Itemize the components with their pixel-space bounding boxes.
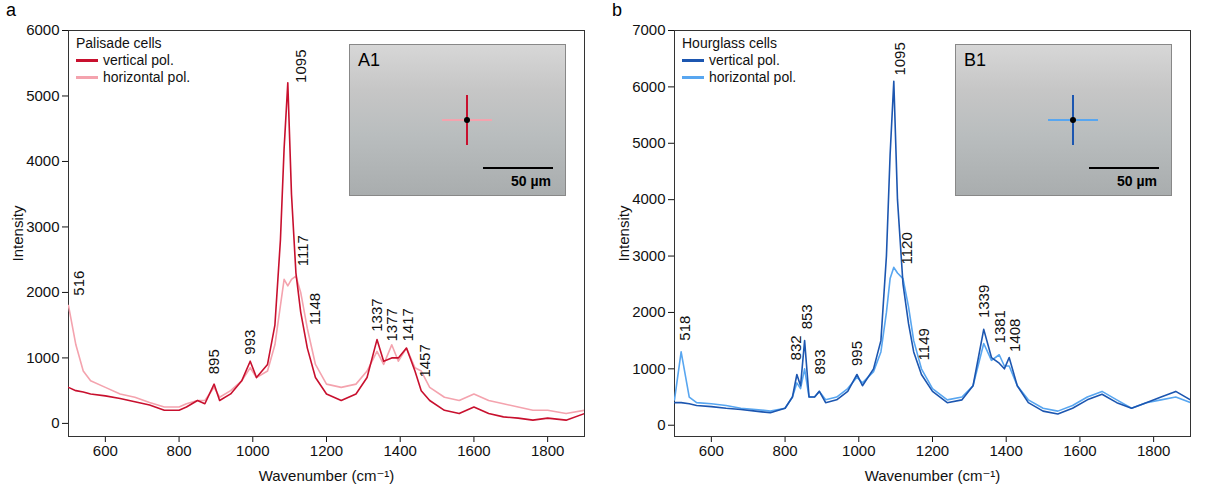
svg-text:5000: 5000 bbox=[632, 134, 665, 151]
svg-text:600: 600 bbox=[93, 442, 118, 459]
html-text:horizontal pol.: horizontal pol. bbox=[103, 69, 191, 85]
svg-text:1095: 1095 bbox=[292, 50, 309, 83]
html-text:Hourglass cells: Hourglass cells bbox=[682, 35, 777, 51]
html-text:50 µm: 50 µm bbox=[1117, 173, 1157, 189]
svg-text:2000: 2000 bbox=[26, 283, 59, 300]
svg-text:5000: 5000 bbox=[26, 87, 59, 104]
svg-text:1000: 1000 bbox=[842, 442, 875, 459]
svg-text:993: 993 bbox=[241, 330, 258, 355]
svg-text:853: 853 bbox=[798, 304, 815, 329]
svg-text:800: 800 bbox=[773, 442, 798, 459]
svg-text:600: 600 bbox=[699, 442, 724, 459]
html-text:A1: A1 bbox=[358, 50, 380, 70]
svg-text:895: 895 bbox=[205, 349, 222, 374]
html-text:vertical pol.: vertical pol. bbox=[709, 52, 780, 68]
svg-text:1200: 1200 bbox=[916, 442, 949, 459]
svg-text:Wavenumber (cm⁻¹): Wavenumber (cm⁻¹) bbox=[259, 467, 395, 484]
svg-text:6000: 6000 bbox=[26, 21, 59, 38]
svg-text:516: 516 bbox=[70, 271, 87, 296]
svg-text:832: 832 bbox=[787, 335, 804, 360]
svg-text:1600: 1600 bbox=[1063, 442, 1096, 459]
svg-text:1149: 1149 bbox=[915, 328, 932, 360]
html-text:Palisade cells: Palisade cells bbox=[76, 35, 162, 51]
html-text:B1: B1 bbox=[964, 50, 986, 70]
svg-text:893: 893 bbox=[811, 349, 828, 374]
svg-text:1339: 1339 bbox=[975, 285, 992, 318]
svg-text:1148: 1148 bbox=[306, 293, 323, 325]
svg-text:995: 995 bbox=[848, 341, 865, 366]
svg-text:3000: 3000 bbox=[632, 247, 665, 264]
html-text:a: a bbox=[6, 0, 16, 20]
svg-text:1381: 1381 bbox=[990, 310, 1008, 344]
svg-text:1000: 1000 bbox=[236, 442, 269, 459]
html-text:horizontal pol.: horizontal pol. bbox=[709, 69, 797, 85]
svg-text:0: 0 bbox=[51, 414, 59, 431]
svg-text:Wavenumber (cm⁻¹): Wavenumber (cm⁻¹) bbox=[865, 467, 1001, 484]
svg-text:0: 0 bbox=[657, 416, 665, 433]
svg-text:1000: 1000 bbox=[632, 360, 665, 377]
svg-text:6000: 6000 bbox=[632, 78, 665, 95]
svg-text:1408: 1408 bbox=[1006, 319, 1023, 352]
svg-text:1400: 1400 bbox=[990, 442, 1023, 459]
svg-text:2000: 2000 bbox=[632, 303, 665, 320]
svg-text:Intensity: Intensity bbox=[615, 205, 632, 261]
svg-text:7000: 7000 bbox=[632, 21, 665, 38]
svg-text:1417: 1417 bbox=[399, 308, 416, 341]
svg-text:1600: 1600 bbox=[457, 442, 490, 459]
svg-text:1377: 1377 bbox=[383, 308, 400, 341]
svg-text:1457: 1457 bbox=[416, 344, 433, 377]
svg-text:1095: 1095 bbox=[891, 42, 908, 75]
svg-text:1120: 1120 bbox=[898, 232, 915, 264]
svg-text:1117: 1117 bbox=[294, 235, 311, 266]
svg-text:1337: 1337 bbox=[368, 298, 385, 331]
html-text:50 µm: 50 µm bbox=[511, 173, 551, 189]
svg-text:800: 800 bbox=[167, 442, 192, 459]
svg-text:4000: 4000 bbox=[632, 190, 665, 207]
svg-text:1200: 1200 bbox=[310, 442, 343, 459]
svg-text:3000: 3000 bbox=[26, 218, 59, 235]
svg-text:1800: 1800 bbox=[1137, 442, 1170, 459]
html-text:vertical pol.: vertical pol. bbox=[103, 52, 174, 68]
svg-text:1000: 1000 bbox=[26, 349, 59, 366]
svg-text:1800: 1800 bbox=[531, 442, 564, 459]
svg-text:Intensity: Intensity bbox=[9, 205, 26, 261]
html-text:b: b bbox=[612, 0, 622, 20]
svg-text:518: 518 bbox=[676, 316, 693, 341]
svg-text:1400: 1400 bbox=[384, 442, 417, 459]
svg-text:4000: 4000 bbox=[26, 152, 59, 169]
